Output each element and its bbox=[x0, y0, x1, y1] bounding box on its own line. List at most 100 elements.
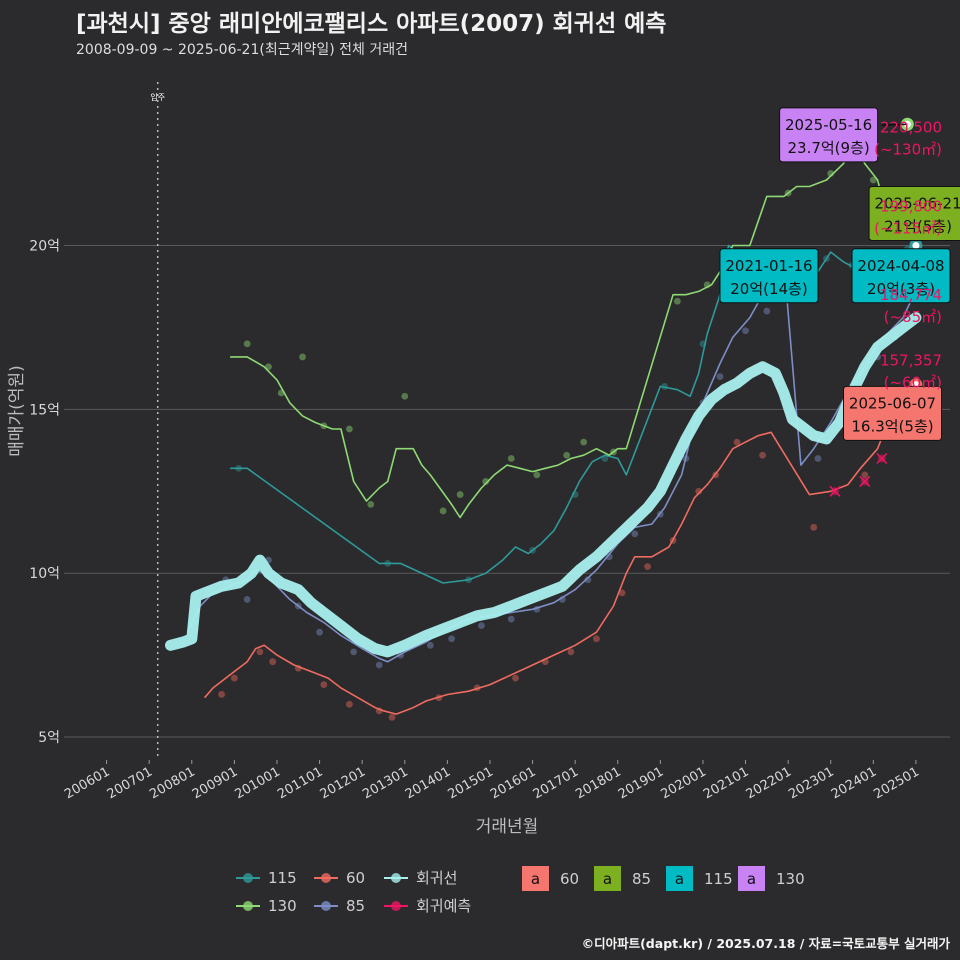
legend-box-item-115: a 115 bbox=[666, 866, 733, 891]
y-tick-label: 20억 bbox=[29, 239, 60, 255]
legend-box-item-60: a 60 bbox=[522, 866, 579, 891]
series-85-line bbox=[186, 261, 915, 663]
max-label-box bbox=[851, 248, 951, 304]
series-60-point bbox=[695, 487, 703, 495]
series-130-point bbox=[367, 500, 375, 508]
x-tick-label: 200901 bbox=[190, 764, 240, 802]
legend-swatch-dot bbox=[391, 873, 401, 883]
forecast-area-label: (~85㎡) bbox=[884, 308, 942, 326]
legend-box-swatch bbox=[522, 866, 549, 891]
max-label-value: 20억(3층) bbox=[867, 280, 935, 298]
legend-swatch-dot bbox=[391, 901, 401, 911]
x-tick-label: 201001 bbox=[232, 764, 282, 802]
series-130-point bbox=[533, 471, 541, 479]
series-130-point bbox=[439, 507, 447, 515]
x-axis-title: 거래년월 bbox=[476, 817, 539, 837]
max-label-value: 16.3억(5층) bbox=[851, 417, 933, 435]
legend-swatch-dot bbox=[243, 873, 253, 883]
series-85-point bbox=[814, 455, 822, 462]
max-label-box bbox=[868, 186, 960, 242]
x-tick-label: 201401 bbox=[403, 764, 453, 802]
legend-label: 85 bbox=[346, 897, 365, 915]
legend-box-label: 85 bbox=[632, 870, 651, 888]
series-60-point bbox=[861, 471, 869, 479]
legend: 115 60 회귀선 130 85 회귀예측 a 60 a 85 a 115 a 130 bbox=[236, 866, 805, 915]
legend-swatch-dot bbox=[321, 901, 331, 911]
series-130-point bbox=[345, 425, 353, 433]
series-60-point bbox=[345, 700, 353, 708]
x-tick-label: 202301 bbox=[786, 764, 836, 802]
legend-swatch-dot bbox=[243, 901, 253, 911]
x-tick-label: 200801 bbox=[147, 764, 197, 802]
max-label-date: 2021-01-16 bbox=[725, 257, 812, 275]
legend-item-회귀선: 회귀선 bbox=[384, 869, 457, 887]
legend-box-glyph: a bbox=[675, 870, 684, 888]
y-tick-label: 5억 bbox=[38, 730, 60, 746]
max-label-value: 20억(14층) bbox=[730, 280, 807, 298]
series-85-point bbox=[426, 641, 434, 649]
max-label-60: 2025-06-07 16.3억(5층) bbox=[843, 385, 943, 441]
forecast-value-label: 184,774 bbox=[880, 286, 942, 304]
series-130-point bbox=[869, 176, 877, 184]
forecast-value-label: 157,357 bbox=[880, 351, 942, 369]
legend-item-60: 60 bbox=[314, 869, 365, 887]
forecast-value-label: 199,800 bbox=[880, 197, 942, 215]
y-tick-label: 15억 bbox=[29, 402, 60, 418]
max-label-date: 2025-05-16 bbox=[785, 116, 872, 134]
series-60-point bbox=[759, 451, 766, 459]
x-tick-label: 202401 bbox=[829, 764, 879, 802]
x-tick-label: 201501 bbox=[445, 764, 495, 802]
series-60-point bbox=[230, 674, 238, 682]
series-60-point bbox=[218, 691, 226, 698]
max-label-date: 2025-06-07 bbox=[849, 394, 936, 412]
legend-label: 130 bbox=[268, 897, 297, 915]
series-60-point bbox=[733, 438, 741, 446]
series-85-point bbox=[631, 530, 639, 538]
forecast-point-x bbox=[876, 452, 888, 465]
legend-swatch-dot bbox=[321, 873, 331, 883]
series-130-line bbox=[230, 139, 909, 519]
max-label-85: 2025-06-21 21억(5층) bbox=[868, 186, 960, 242]
legend-box-swatch bbox=[738, 866, 765, 891]
legend-box-label: 130 bbox=[776, 870, 805, 888]
series-130-point bbox=[507, 455, 515, 462]
series-60-point bbox=[269, 658, 277, 666]
series-60-point bbox=[644, 563, 651, 571]
series-85-point bbox=[478, 622, 485, 630]
x-tick-label: 202201 bbox=[744, 764, 794, 802]
legend-box-label: 60 bbox=[560, 870, 579, 888]
max-label-115: 2021-01-16 20억(14층) bbox=[719, 248, 819, 304]
series-130-point bbox=[482, 478, 490, 485]
legend-label: 60 bbox=[346, 869, 365, 887]
series-115-line bbox=[230, 244, 915, 584]
series-85-point bbox=[375, 661, 383, 669]
legend-label: 115 bbox=[268, 869, 297, 887]
max-label-box bbox=[719, 248, 819, 304]
credit-line: ©디아파트(dapt.kr) / 2025.07.18 / 자료=국토교통부 실… bbox=[581, 936, 950, 951]
series-85-point bbox=[763, 307, 771, 315]
series-130-point bbox=[401, 392, 409, 400]
axes-layer: 5억 10억 15억 20억 20060120070120080120090120100… bbox=[7, 239, 922, 837]
x-tick-label: 201101 bbox=[275, 764, 325, 802]
forecast-point bbox=[876, 452, 888, 465]
series-85-point bbox=[448, 635, 456, 643]
legend-item-115: 115 bbox=[236, 869, 297, 887]
forecast-point bbox=[859, 475, 871, 487]
move-in-label: 입주 bbox=[150, 93, 165, 102]
forecast-area-label: (~60㎡) bbox=[884, 373, 942, 391]
x-tick-label: 201601 bbox=[488, 764, 538, 802]
x-tick-label: 201701 bbox=[531, 764, 581, 802]
series-85-point bbox=[742, 327, 749, 335]
x-tick-label: 200601 bbox=[62, 764, 112, 802]
x-tick-label: 201301 bbox=[360, 764, 410, 802]
max-label-130: 2025-05-16 23.7억(9층) bbox=[779, 107, 879, 163]
x-tick-label: 202501 bbox=[871, 764, 921, 802]
legend-box-item-85: a 85 bbox=[594, 866, 651, 891]
forecast-point-x bbox=[829, 485, 841, 497]
forecast-point bbox=[829, 485, 841, 497]
series-60 bbox=[203, 385, 915, 721]
regression-line bbox=[165, 312, 922, 658]
max-label-connector bbox=[881, 123, 908, 127]
series-60-point bbox=[593, 635, 600, 643]
